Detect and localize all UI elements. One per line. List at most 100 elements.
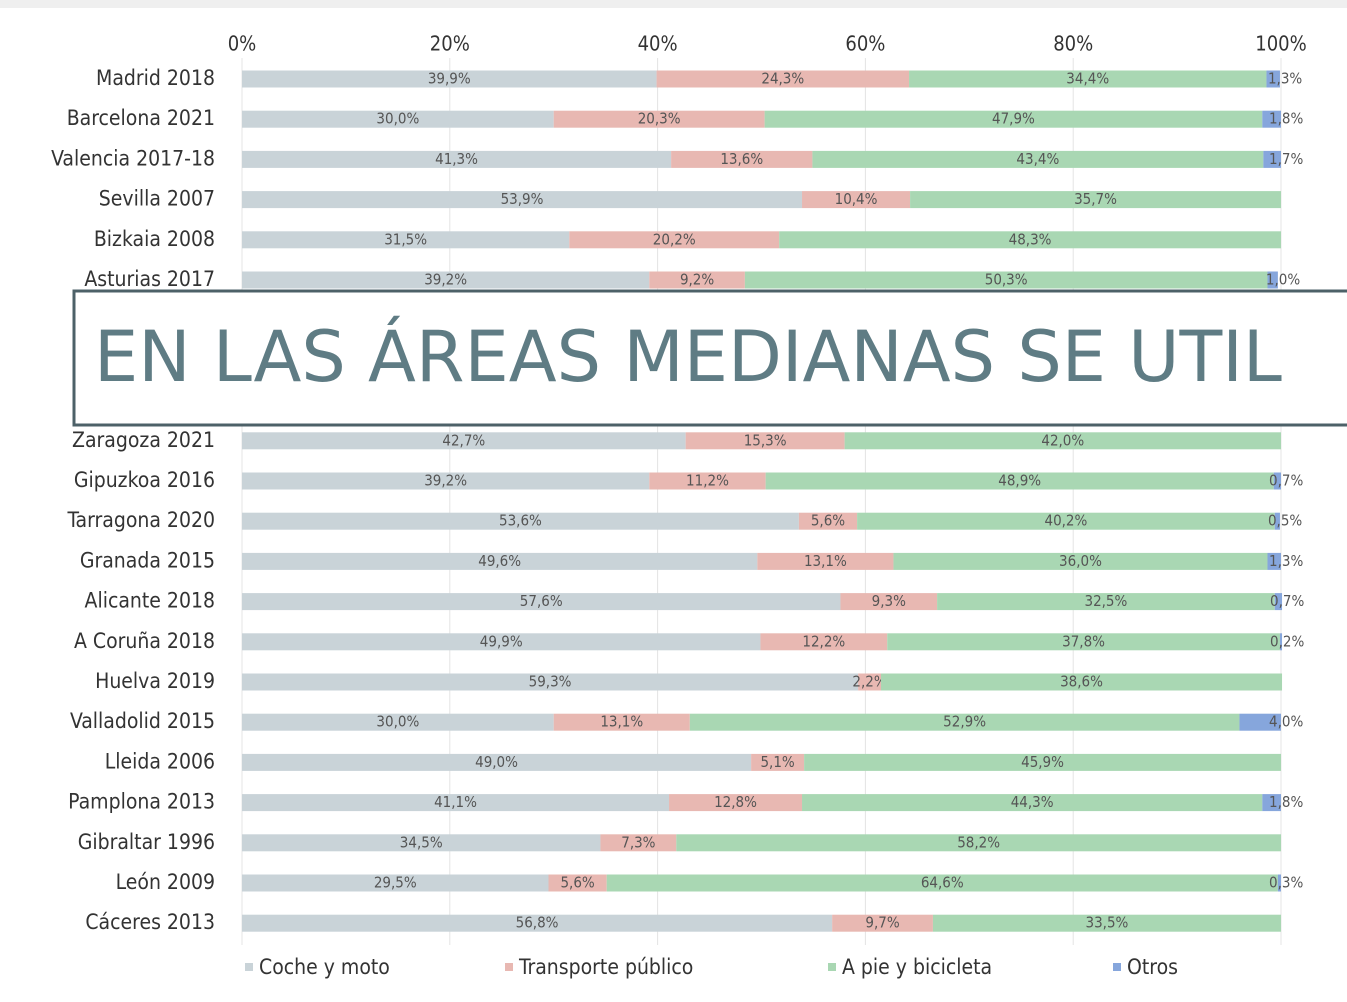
top-strip (0, 0, 1347, 8)
value-label: 10,4% (835, 190, 878, 208)
bar-segment (242, 110, 554, 128)
y-tick-label: Asturias 2017 (84, 267, 215, 291)
bar-segment (757, 552, 894, 570)
value-label: 12,2% (802, 632, 845, 650)
value-label: 5,6% (560, 874, 594, 892)
bar-segment (880, 673, 1283, 691)
bar-segment (242, 593, 841, 611)
y-tick-label: A Coruña 2018 (74, 629, 215, 653)
value-label: 56,8% (516, 914, 559, 932)
bar-segment (804, 753, 1281, 771)
banner-text: EN LAS ÁREAS MEDIANAS SE UTIL (94, 316, 1282, 398)
y-tick-label: Gipuzkoa 2016 (74, 468, 215, 492)
legend-swatch (1113, 963, 1121, 971)
value-label: 4,0% (1269, 713, 1303, 731)
y-tick-label: León 2009 (116, 870, 215, 894)
bar-segment (242, 673, 859, 691)
bar-segment (649, 472, 766, 490)
value-label: 20,2% (653, 230, 696, 248)
bar-segment (1274, 512, 1280, 530)
bar-segment (798, 512, 858, 530)
value-label: 59,3% (529, 673, 572, 691)
value-label: 1,7% (1269, 150, 1303, 168)
value-label: 58,2% (957, 833, 1000, 851)
value-label: 41,3% (435, 150, 478, 168)
bar-segment (1266, 70, 1280, 88)
value-label: 20,3% (638, 110, 681, 128)
value-label: 2,2% (852, 673, 886, 691)
legend-label: A pie y bicicleta (842, 955, 992, 979)
bar-segment (600, 834, 677, 852)
y-tick-label: Gibraltar 1996 (78, 830, 215, 854)
bar-segment (751, 753, 805, 771)
value-label: 5,1% (760, 753, 794, 771)
value-label: 45,9% (1021, 753, 1064, 771)
y-tick-label: Barcelona 2021 (67, 106, 215, 130)
bar-segment (548, 874, 607, 892)
bar-segment (242, 914, 833, 932)
value-label: 9,7% (865, 914, 899, 932)
bar-segment (242, 552, 758, 570)
value-label: 0,3% (1269, 874, 1303, 892)
value-label: 39,2% (424, 472, 467, 490)
value-label: 30,0% (376, 713, 419, 731)
bar-segment (689, 713, 1240, 731)
banner: EN LAS ÁREAS MEDIANAS SE UTIL (72, 289, 1347, 427)
value-label: 49,0% (475, 753, 518, 771)
bar-segment (857, 512, 1275, 530)
value-label: 13,1% (600, 713, 643, 731)
bar-segment (1267, 552, 1281, 570)
value-label: 39,2% (424, 271, 467, 289)
bar-segment (1279, 633, 1283, 651)
value-label: 33,5% (1086, 914, 1129, 932)
bar-segment (676, 834, 1281, 852)
y-tick-label: Zaragoza 2021 (72, 428, 215, 452)
value-label: 34,4% (1066, 70, 1109, 88)
y-tick-label: Tarragona 2020 (66, 508, 215, 532)
plot: 0% 20% 40% 60% 80% 100% Madrid 2018 39,9% 24,3% 3… (51, 32, 1307, 980)
value-label: 32,5% (1084, 592, 1127, 610)
value-label: 42,0% (1041, 431, 1084, 449)
y-tick-label: Valencia 2017-18 (51, 146, 215, 170)
value-label: 53,9% (501, 190, 544, 208)
bar-segment (812, 150, 1264, 168)
value-label: 50,3% (985, 271, 1028, 289)
x-tick-label: 20% (430, 32, 470, 56)
value-label: 15,3% (744, 431, 787, 449)
bar-segment (242, 512, 799, 530)
value-label: 7,3% (621, 833, 655, 851)
bar-segment (242, 472, 650, 490)
value-label: 1,8% (1269, 793, 1303, 811)
bar-segment (1267, 271, 1278, 289)
bar-segment (242, 874, 549, 892)
x-tick-label: 60% (845, 32, 885, 56)
value-label: 1,3% (1268, 70, 1302, 88)
bar-segment (553, 110, 765, 128)
bar-segment (1262, 794, 1281, 812)
bar-segment (937, 593, 1275, 611)
bar-segment (779, 231, 1281, 249)
bar-segment (1273, 472, 1281, 490)
legend-swatch (245, 963, 253, 971)
x-tick-label: 100% (1255, 32, 1306, 56)
y-tick-label: Huelva 2019 (95, 669, 215, 693)
value-label: 57,6% (520, 592, 563, 610)
bar-segment (669, 794, 803, 812)
bar-segment (832, 914, 933, 932)
value-label: 49,6% (478, 552, 521, 570)
legend-swatch (505, 963, 513, 971)
value-label: 39,9% (428, 70, 471, 88)
legend-label: Transporte público (518, 955, 693, 979)
bar-segment (242, 633, 761, 651)
bar-segment (1277, 874, 1281, 892)
y-tick-label: Cáceres 2013 (85, 910, 215, 934)
bar-segment (553, 713, 690, 731)
bar-segment (887, 633, 1280, 651)
value-label: 5,6% (811, 512, 845, 530)
bar-segment (910, 191, 1281, 209)
x-tick-label: 80% (1053, 32, 1093, 56)
bar-segment (932, 914, 1281, 932)
y-tick-label: Bizkaia 2008 (94, 227, 215, 251)
value-label: 40,2% (1044, 512, 1087, 530)
